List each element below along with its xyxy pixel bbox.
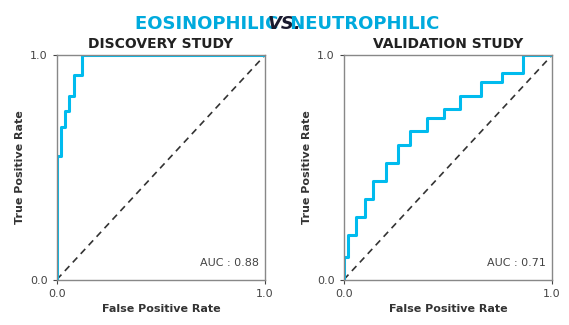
Text: NEUTROPHILIC: NEUTROPHILIC [284, 15, 440, 33]
Text: AUC : 0.88: AUC : 0.88 [200, 258, 259, 268]
Text: AUC : 0.71: AUC : 0.71 [487, 258, 546, 268]
Title: DISCOVERY STUDY: DISCOVERY STUDY [88, 37, 233, 51]
X-axis label: False Positive Rate: False Positive Rate [102, 304, 220, 314]
Title: VALIDATION STUDY: VALIDATION STUDY [373, 37, 523, 51]
Y-axis label: True Positive Rate: True Positive Rate [15, 111, 24, 224]
Text: VS.: VS. [267, 15, 302, 33]
Text: EOSINOPHILIC: EOSINOPHILIC [135, 15, 284, 33]
X-axis label: False Positive Rate: False Positive Rate [389, 304, 507, 314]
Y-axis label: True Positive Rate: True Positive Rate [302, 111, 312, 224]
